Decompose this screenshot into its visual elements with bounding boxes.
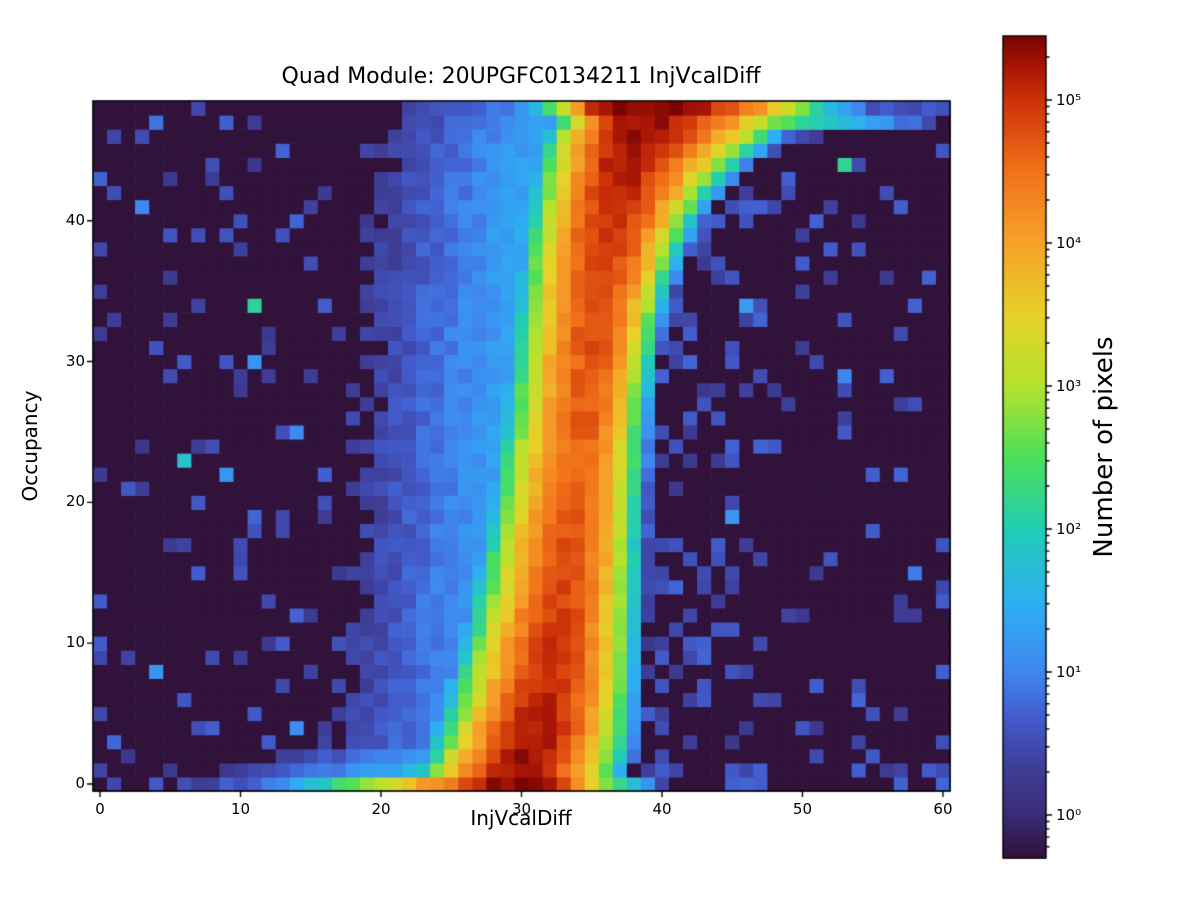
y-axis-label: Occupancy — [18, 390, 42, 502]
colorbar-tick-label: 10² — [1056, 520, 1082, 538]
colorbar-label: Number of pixels — [1089, 336, 1119, 558]
y-tick-label: 20 — [65, 492, 85, 511]
chart-title: Quad Module: 20UPGFC0134211 InjVcalDiff — [281, 64, 761, 89]
x-axis-label: InjVcalDiff — [470, 806, 572, 830]
x-tick-label: 50 — [792, 800, 813, 818]
y-tick-label: 10 — [65, 633, 85, 652]
y-tick-label: 40 — [65, 210, 85, 229]
x-tick-label: 40 — [652, 800, 672, 818]
x-tick-label: 0 — [95, 800, 105, 818]
colorbar-tick-label: 10⁵ — [1056, 91, 1082, 109]
x-tick-label: 60 — [933, 800, 953, 818]
colorbar-tick-label: 10⁰ — [1056, 806, 1082, 824]
x-tick-label: 20 — [371, 800, 391, 818]
colorbar-tick-label: 10¹ — [1056, 663, 1082, 681]
x-tick-label: 10 — [230, 800, 251, 818]
x-tick-label: 30 — [511, 800, 532, 818]
y-tick-label: 30 — [65, 351, 85, 370]
colorbar-tick-label: 10⁴ — [1056, 234, 1082, 252]
colorbar-tick-label: 10³ — [1056, 377, 1082, 395]
y-tick-label: 0 — [75, 773, 85, 792]
